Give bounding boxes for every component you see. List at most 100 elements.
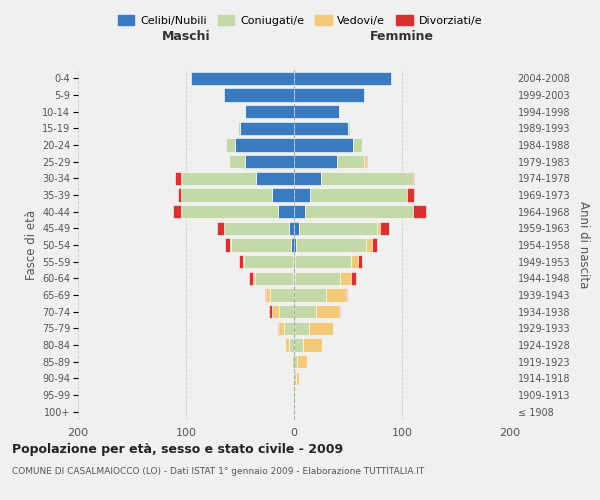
Bar [372, 238, 377, 252]
Bar [279, 305, 294, 318]
Bar [316, 305, 340, 318]
Bar [239, 255, 243, 268]
Bar [296, 372, 299, 385]
Bar [266, 288, 270, 302]
Bar [265, 288, 266, 302]
Bar [310, 188, 407, 202]
Bar [380, 222, 389, 235]
Bar [292, 355, 294, 368]
Bar [279, 322, 284, 335]
Bar [272, 188, 294, 202]
Bar [178, 188, 181, 202]
Bar [253, 272, 255, 285]
Bar [278, 205, 294, 218]
Bar [255, 272, 293, 285]
Bar [337, 155, 364, 168]
Bar [346, 288, 347, 302]
Bar [191, 72, 294, 85]
Bar [289, 338, 294, 351]
Bar [299, 222, 377, 235]
Bar [294, 255, 295, 268]
Bar [407, 188, 414, 202]
Bar [256, 172, 294, 185]
Bar [269, 305, 272, 318]
Text: Maschi: Maschi [161, 30, 211, 43]
Bar [294, 188, 310, 202]
Bar [232, 238, 291, 252]
Bar [294, 322, 309, 335]
Bar [326, 288, 346, 302]
Bar [294, 405, 295, 418]
Text: Popolazione per età, sesso e stato civile - 2009: Popolazione per età, sesso e stato civil… [12, 442, 343, 456]
Bar [226, 138, 235, 151]
Bar [321, 172, 413, 185]
Bar [364, 155, 367, 168]
Bar [294, 172, 321, 185]
Bar [243, 255, 244, 268]
Y-axis label: Fasce di età: Fasce di età [25, 210, 38, 280]
Bar [293, 272, 294, 285]
Bar [294, 88, 364, 102]
Bar [297, 355, 307, 368]
Bar [181, 172, 256, 185]
Bar [294, 222, 299, 235]
Bar [377, 222, 380, 235]
Bar [248, 272, 253, 285]
Text: COMUNE DI CASALMAIOCCO (LO) - Dati ISTAT 1° gennaio 2009 - Elaborazione TUTTITAL: COMUNE DI CASALMAIOCCO (LO) - Dati ISTAT… [12, 468, 424, 476]
Bar [353, 138, 362, 151]
Bar [294, 305, 316, 318]
Bar [289, 222, 294, 235]
Bar [367, 238, 372, 252]
Bar [302, 338, 322, 351]
Bar [294, 155, 337, 168]
Text: Femmine: Femmine [370, 30, 434, 43]
Bar [293, 372, 294, 385]
Bar [358, 255, 362, 268]
Bar [245, 105, 294, 118]
Bar [294, 72, 391, 85]
Bar [244, 105, 245, 118]
Bar [294, 122, 348, 135]
Legend: Celibi/Nubili, Coniugati/e, Vedovi/e, Divorziati/e: Celibi/Nubili, Coniugati/e, Vedovi/e, Di… [113, 10, 487, 30]
Bar [244, 255, 293, 268]
Bar [294, 288, 326, 302]
Bar [294, 388, 295, 402]
Bar [351, 255, 358, 268]
Bar [181, 188, 272, 202]
Bar [181, 205, 278, 218]
Bar [294, 272, 295, 285]
Bar [294, 338, 302, 351]
Bar [217, 222, 224, 235]
Bar [295, 388, 296, 402]
Bar [294, 105, 340, 118]
Bar [295, 255, 351, 268]
Bar [272, 305, 279, 318]
Bar [173, 205, 181, 218]
Bar [286, 338, 289, 351]
Bar [294, 355, 297, 368]
Bar [294, 372, 296, 385]
Y-axis label: Anni di nascita: Anni di nascita [577, 202, 590, 288]
Bar [340, 272, 351, 285]
Bar [305, 205, 413, 218]
Bar [293, 255, 294, 268]
Bar [238, 122, 240, 135]
Bar [413, 205, 426, 218]
Bar [278, 322, 279, 335]
Bar [245, 155, 294, 168]
Bar [291, 238, 294, 252]
Bar [295, 272, 340, 285]
Bar [225, 238, 230, 252]
Bar [296, 238, 367, 252]
Bar [294, 238, 296, 252]
Bar [175, 172, 181, 185]
Bar [351, 272, 356, 285]
Bar [291, 355, 292, 368]
Bar [224, 88, 294, 102]
Bar [240, 122, 294, 135]
Bar [235, 138, 294, 151]
Bar [309, 322, 333, 335]
Bar [413, 172, 414, 185]
Bar [270, 288, 294, 302]
Bar [294, 138, 353, 151]
